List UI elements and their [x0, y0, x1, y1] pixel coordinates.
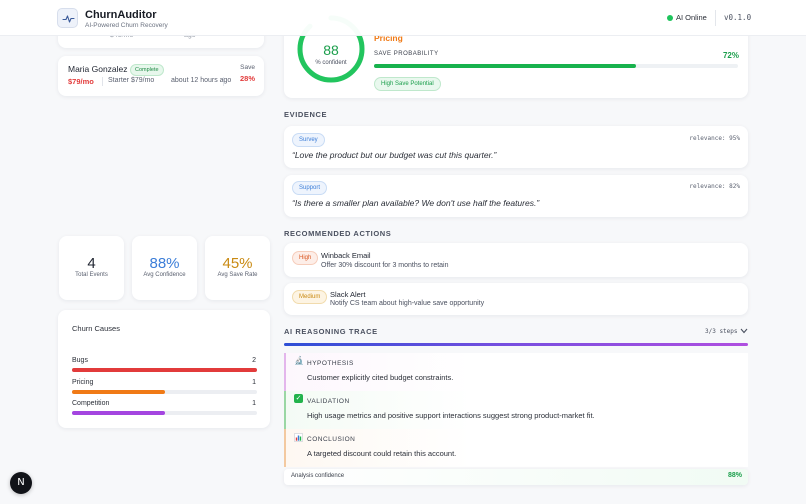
save-probability-bar — [374, 64, 738, 68]
cause-bar-fill — [72, 368, 257, 372]
meta-divider — [102, 77, 103, 86]
trace-step-hypothesis: 🔬 HYPOTHESIS Customer explicitly cited b… — [284, 353, 748, 391]
save-probability-value: 72% — [722, 51, 739, 60]
cause-count: 2 — [252, 357, 256, 364]
trace-step-text: Customer explicitly cited budget constra… — [307, 373, 454, 382]
action-description: Offer 30% discount for 3 months to retai… — [321, 262, 449, 269]
stat-label: Total Events — [75, 272, 108, 278]
stat-value: 45% — [222, 255, 253, 272]
churn-causes-title: Churn Causes — [72, 324, 120, 333]
evidence-quote: “Love the product but our budget was cut… — [292, 150, 497, 160]
app-tagline: AI-Powered Churn Recovery — [85, 22, 168, 29]
stat-value: 88% — [149, 255, 180, 272]
stat-label: Avg Confidence — [143, 272, 186, 278]
n-logo-icon: N — [17, 477, 25, 488]
cause-bar-fill — [72, 390, 165, 394]
analysis-confidence-value: 88% — [727, 472, 742, 479]
reasoning-trace-title: AI REASONING TRACE — [284, 327, 378, 336]
priority-badge: Medium — [292, 290, 328, 304]
action-item[interactable]: Medium Slack Alert Notify CS team about … — [284, 283, 748, 315]
n-logo-button[interactable]: N — [10, 472, 32, 494]
trace-step-text: High usage metrics and positive support … — [307, 411, 595, 420]
bar-chart-icon — [294, 433, 303, 442]
cause-bar — [72, 390, 257, 394]
save-probability-bar-fill — [374, 64, 637, 68]
evidence-source-badge: Survey — [292, 133, 325, 147]
stat-label: Avg Save Rate — [217, 272, 258, 278]
action-title: Winback Email — [321, 251, 371, 260]
trace-step-conclusion: CONCLUSION A targeted discount could ret… — [284, 429, 748, 467]
trace-step-label: CONCLUSION — [307, 436, 356, 443]
check-mark-icon: ✓ — [294, 394, 303, 403]
save-label: Save — [240, 64, 255, 71]
activity-pulse-icon — [62, 15, 75, 23]
stat-card-total-events: 4 Total Events — [59, 236, 124, 300]
priority-badge: High — [292, 251, 319, 265]
cause-bar — [72, 368, 257, 372]
trace-gradient-rule — [284, 343, 748, 346]
evidence-title: EVIDENCE — [284, 110, 328, 119]
app-header: ChurnAuditor AI-Powered Churn Recovery A… — [0, 0, 806, 36]
app-logo[interactable] — [57, 8, 78, 28]
cause-label: Bugs — [72, 357, 88, 364]
recommended-actions-title: RECOMMENDED ACTIONS — [284, 229, 392, 238]
meta-divider — [223, 77, 224, 86]
account-card[interactable]: Maria Gonzalez Complete $79/mo Starter $… — [58, 56, 264, 96]
save-probability-label: SAVE PROBABILITY — [374, 51, 439, 57]
account-time: about 12 hours ago — [171, 77, 232, 84]
stat-card-avg-save-rate: 45% Avg Save Rate — [205, 236, 270, 300]
confidence-value: 88 — [323, 42, 339, 58]
evidence-item: Survey relevance: 95% “Love the product … — [284, 126, 748, 168]
cause-count: 1 — [252, 379, 256, 386]
cause-label: Pricing — [72, 379, 94, 386]
cause-label: Competition — [72, 400, 110, 407]
status-badge: Complete — [130, 64, 164, 76]
account-name: Maria Gonzalez — [68, 64, 128, 74]
trace-step-validation: ✓ VALIDATION High usage metrics and posi… — [284, 391, 748, 429]
version-label: v0.1.0 — [724, 13, 752, 22]
trace-step-text: A targeted discount could retain this ac… — [307, 449, 457, 458]
status-indicator-dot — [667, 15, 673, 21]
account-plan: Starter $79/mo — [108, 77, 155, 84]
app-name: ChurnAuditor — [85, 9, 157, 21]
evidence-relevance: relevance: 95% — [689, 135, 740, 142]
churn-causes-card: Churn Causes Bugs 2 Pricing 1 Competitio… — [58, 310, 270, 428]
header-divider — [715, 10, 716, 26]
trace-step-label: HYPOTHESIS — [307, 360, 354, 367]
save-potential-badge: High Save Potential — [374, 77, 441, 91]
status-text: AI Online — [676, 13, 707, 22]
action-title: Slack Alert — [330, 290, 366, 299]
action-description: Notify CS team about high-value save opp… — [330, 300, 485, 307]
analysis-confidence-row: Analysis confidence 88% — [284, 469, 748, 485]
stat-value: 4 — [87, 255, 96, 272]
save-value: 28% — [239, 74, 255, 83]
evidence-item: Support relevance: 82% “Is there a small… — [284, 175, 748, 217]
chevron-down-icon[interactable] — [740, 328, 748, 334]
trace-step-label: VALIDATION — [307, 398, 350, 405]
stat-card-avg-confidence: 88% Avg Confidence — [132, 236, 197, 300]
evidence-quote: “Is there a smaller plan available? We d… — [292, 198, 540, 208]
microscope-icon: 🔬 — [294, 356, 304, 365]
confidence-label: % confident — [315, 60, 347, 66]
action-item[interactable]: High Winback Email Offer 30% discount fo… — [284, 243, 748, 277]
analysis-confidence-label: Analysis confidence — [291, 473, 345, 479]
cause-count: 1 — [252, 400, 256, 407]
churn-category: Pricing — [374, 33, 403, 43]
cause-bar — [72, 411, 257, 415]
trace-steps-count[interactable]: 3/3 steps — [705, 328, 738, 335]
evidence-relevance: relevance: 82% — [689, 183, 740, 190]
evidence-source-badge: Support — [292, 181, 328, 195]
cause-bar-fill — [72, 411, 165, 415]
account-mrr: $79/mo — [68, 77, 94, 86]
